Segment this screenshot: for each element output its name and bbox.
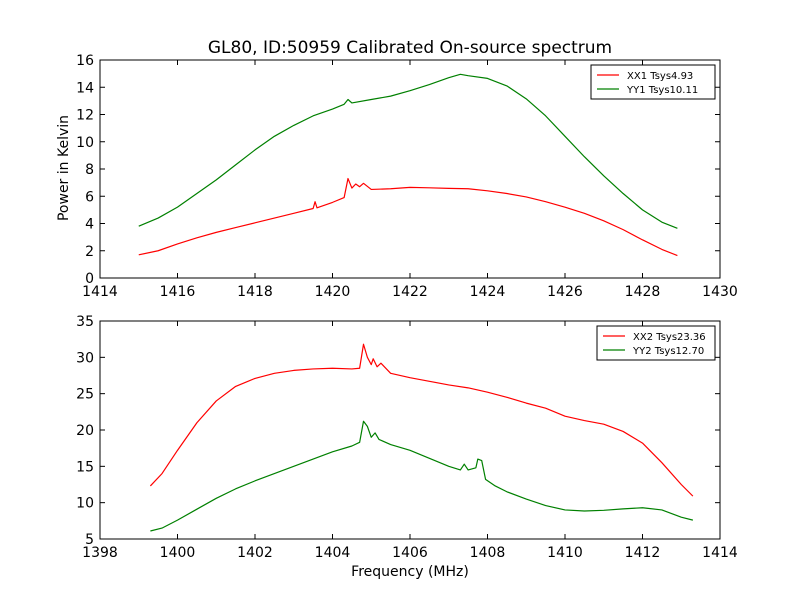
bottom-legend-label: YY2 Tsys12.70 [632, 346, 704, 357]
top-x-tick-label: 1428 [625, 284, 661, 300]
x-axis-label: Frequency (MHz) [351, 564, 469, 580]
bottom-y-tick-label: 10 [76, 496, 94, 512]
top-x-tick-label: 1420 [315, 284, 351, 300]
top-y-tick-label: 16 [76, 53, 94, 69]
top-y-tick-label: 0 [85, 271, 94, 287]
top-y-tick-label: 12 [76, 108, 94, 124]
top-legend: XX1 Tsys4.93 YY1 Tsys10.11 [590, 64, 716, 100]
top-y-tick-label: 2 [85, 244, 94, 260]
top-x-tick-label: 1426 [547, 284, 583, 300]
top-x-tick-label: 1430 [702, 284, 738, 300]
top-series-yy1-line [138, 73, 678, 229]
top-legend-box [590, 64, 716, 100]
bottom-legend-box [596, 325, 716, 361]
bottom-x-tick-label: 1402 [237, 545, 273, 561]
bottom-legend-label: XX2 Tsys23.36 [633, 332, 706, 343]
y-axis-label: Power in Kelvin [56, 115, 72, 221]
top-panel: 1414 1416 1418 1420 1422 1424 1426 1428 14300246… [76, 53, 738, 300]
top-y-tick-label: 4 [85, 217, 94, 233]
top-y-tick-label: 14 [76, 80, 94, 96]
bottom-x-tick-label: 1398 [82, 545, 118, 561]
bottom-x-tick-label: 1404 [315, 545, 351, 561]
top-x-tick-label: 1422 [392, 284, 428, 300]
bottom-y-tick-label: 30 [76, 350, 94, 366]
bottom-x-tick-label: 1410 [547, 545, 583, 561]
bottom-y-tick-label: 25 [76, 387, 94, 403]
top-x-tick-label: 1416 [160, 284, 196, 300]
bottom-y-tick-label: 5 [85, 532, 94, 548]
top-legend-label: YY1 Tsys10.11 [626, 85, 698, 96]
top-x-tick-label: 1424 [470, 284, 506, 300]
bottom-x-tick-label: 1408 [470, 545, 506, 561]
top-legend-label: XX1 Tsys4.93 [627, 71, 693, 82]
top-y-tick-label: 6 [85, 189, 94, 205]
top-series-xx1-line [138, 177, 678, 257]
top-x-tick-label: 1414 [82, 284, 118, 300]
bottom-series-xx2-line [149, 343, 694, 497]
top-x-tick-label: 1418 [237, 284, 273, 300]
bottom-x-tick-label: 1412 [625, 545, 661, 561]
top-y-tick-label: 10 [76, 135, 94, 151]
bottom-x-tick-label: 1414 [702, 545, 738, 561]
bottom-x-tick-label: 1406 [392, 545, 428, 561]
bottom-x-tick-label: 1400 [160, 545, 196, 561]
bottom-series-yy2-line [150, 420, 694, 532]
bottom-y-tick-label: 35 [76, 314, 94, 330]
bottom-panel: 1398 1400 1402 1404 1406 1408 1410 1412 1414 5 10 1… [76, 314, 738, 561]
bottom-y-tick-label: 20 [76, 423, 94, 439]
bottom-plot-frame [99, 320, 721, 540]
top-y-tick-label: 8 [85, 162, 94, 178]
bottom-y-tick-label: 15 [76, 459, 94, 475]
top-plot-frame [99, 59, 721, 279]
bottom-legend: XX2 Tsys23.36 YY2 Tsys12.70 [596, 325, 716, 361]
chart-title: GL80, ID:50959 Calibrated On-source spec… [208, 38, 612, 58]
